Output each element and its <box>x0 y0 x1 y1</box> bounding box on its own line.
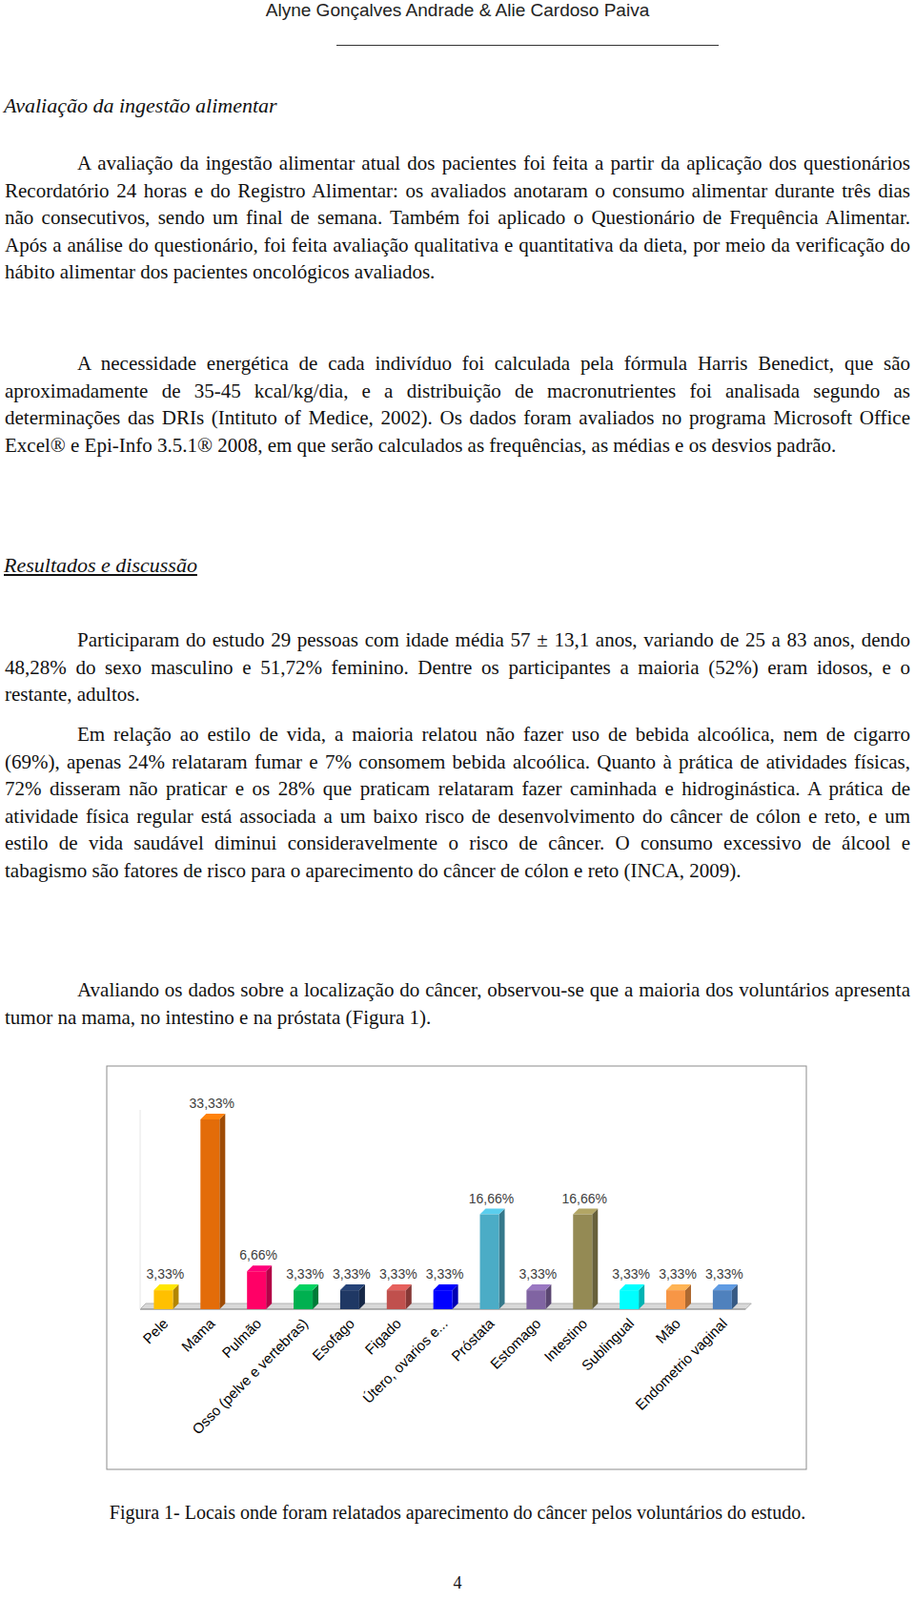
bar <box>293 1289 313 1309</box>
bar-3d <box>433 1283 459 1309</box>
data-label: 33,33% <box>189 1095 235 1111</box>
data-label: 3,33% <box>519 1265 558 1281</box>
bar-3d <box>572 1208 598 1309</box>
data-label: 6,66% <box>239 1246 278 1262</box>
bar <box>480 1214 500 1309</box>
bar-top <box>153 1283 179 1290</box>
chart: 3,33% Pele 33,33% Mama 6,66% Pulmão 3,33% Osso … <box>0 1048 915 1487</box>
data-label: 16,66% <box>468 1190 514 1206</box>
x-tick-label: Osso (pelve e vertebras) <box>188 1314 311 1437</box>
bar-side <box>499 1208 506 1309</box>
bar <box>526 1289 546 1309</box>
bar-3d <box>386 1283 412 1309</box>
bar <box>340 1289 360 1309</box>
running-header: Alyne Gonçalves Andrade & Alie Cardoso P… <box>0 0 915 21</box>
bar-3d <box>153 1283 179 1309</box>
x-tick-label: Figado <box>361 1314 404 1357</box>
bar <box>619 1289 639 1309</box>
bar-3d <box>619 1283 645 1309</box>
x-tick-label: Sublingual <box>578 1314 638 1374</box>
x-tick-label: Útero, ovarios e... <box>359 1314 451 1406</box>
bar-3d <box>526 1283 551 1309</box>
bar-3d <box>200 1113 225 1309</box>
page: Alyne Gonçalves Andrade & Alie Cardoso P… <box>0 0 915 1600</box>
bar <box>433 1289 453 1309</box>
bar-3d <box>293 1283 319 1309</box>
bar-top <box>526 1283 551 1290</box>
paragraph: A necessidade energética de cada indivíd… <box>4 349 911 459</box>
bar <box>666 1289 686 1309</box>
bar-side <box>265 1264 272 1309</box>
bar-top <box>619 1283 645 1290</box>
value-range-line <box>140 1109 142 1309</box>
bar-3d <box>712 1283 738 1309</box>
paragraph: Participaram do estudo 29 pessoas com id… <box>4 626 911 709</box>
data-label: 3,33% <box>332 1265 371 1281</box>
x-tick-label: Mama <box>178 1314 219 1355</box>
data-label: 3,33% <box>611 1265 651 1281</box>
bar <box>200 1118 220 1309</box>
paragraph: A avaliação da ingestão alimentar atual … <box>4 149 911 286</box>
bar-top <box>480 1208 506 1215</box>
bar <box>386 1289 407 1309</box>
bar-3d <box>480 1208 506 1309</box>
data-label: 3,33% <box>705 1265 744 1281</box>
figure-caption: Figura 1- Locais onde foram relatados ap… <box>0 1501 915 1524</box>
bar-top <box>340 1283 366 1290</box>
data-label: 16,66% <box>562 1190 608 1206</box>
bar-3d <box>246 1264 272 1309</box>
header-rule <box>336 44 719 46</box>
x-tick-label: Mão <box>651 1314 684 1346</box>
bar-top <box>712 1283 738 1290</box>
bar-top <box>386 1283 412 1290</box>
bar <box>153 1289 173 1309</box>
bar-side <box>219 1113 225 1309</box>
chart-frame <box>106 1065 807 1469</box>
bar <box>572 1214 592 1309</box>
bar <box>712 1289 732 1309</box>
x-tick-label: Esofago <box>308 1314 358 1363</box>
bar-top <box>572 1208 598 1215</box>
x-tick-label: Endometrio vaginal <box>631 1314 731 1413</box>
x-tick-label: Pele <box>139 1314 171 1346</box>
data-label: 3,33% <box>146 1265 185 1281</box>
data-label: 3,33% <box>379 1265 418 1281</box>
bar-top <box>293 1283 319 1290</box>
bar-top <box>246 1264 272 1271</box>
bar-top <box>666 1283 692 1290</box>
bar-side <box>591 1208 598 1309</box>
section-title: Resultados e discussão <box>3 552 198 578</box>
bars <box>153 1113 737 1309</box>
data-label: 3,33% <box>426 1265 465 1281</box>
bar <box>246 1270 266 1309</box>
section-title: Avaliação da ingestão alimentar <box>3 93 278 119</box>
data-label: 3,33% <box>658 1265 697 1281</box>
page-number: 4 <box>0 1572 915 1593</box>
bar-top <box>200 1113 225 1119</box>
paragraph: Avaliando os dados sobre a localização d… <box>4 976 911 1031</box>
x-tick-label: Estomago <box>487 1314 545 1372</box>
data-label: 3,33% <box>285 1265 325 1281</box>
bar-3d <box>666 1283 692 1309</box>
paragraph: Em relação ao estilo de vida, a maioria … <box>4 720 911 884</box>
labels: 3,33% Pele 33,33% Mama 6,66% Pulmão 3,33% Osso … <box>139 1095 743 1437</box>
x-tick-label: Pulmão <box>218 1314 265 1361</box>
bar-3d <box>340 1283 366 1309</box>
bar-top <box>433 1283 459 1290</box>
